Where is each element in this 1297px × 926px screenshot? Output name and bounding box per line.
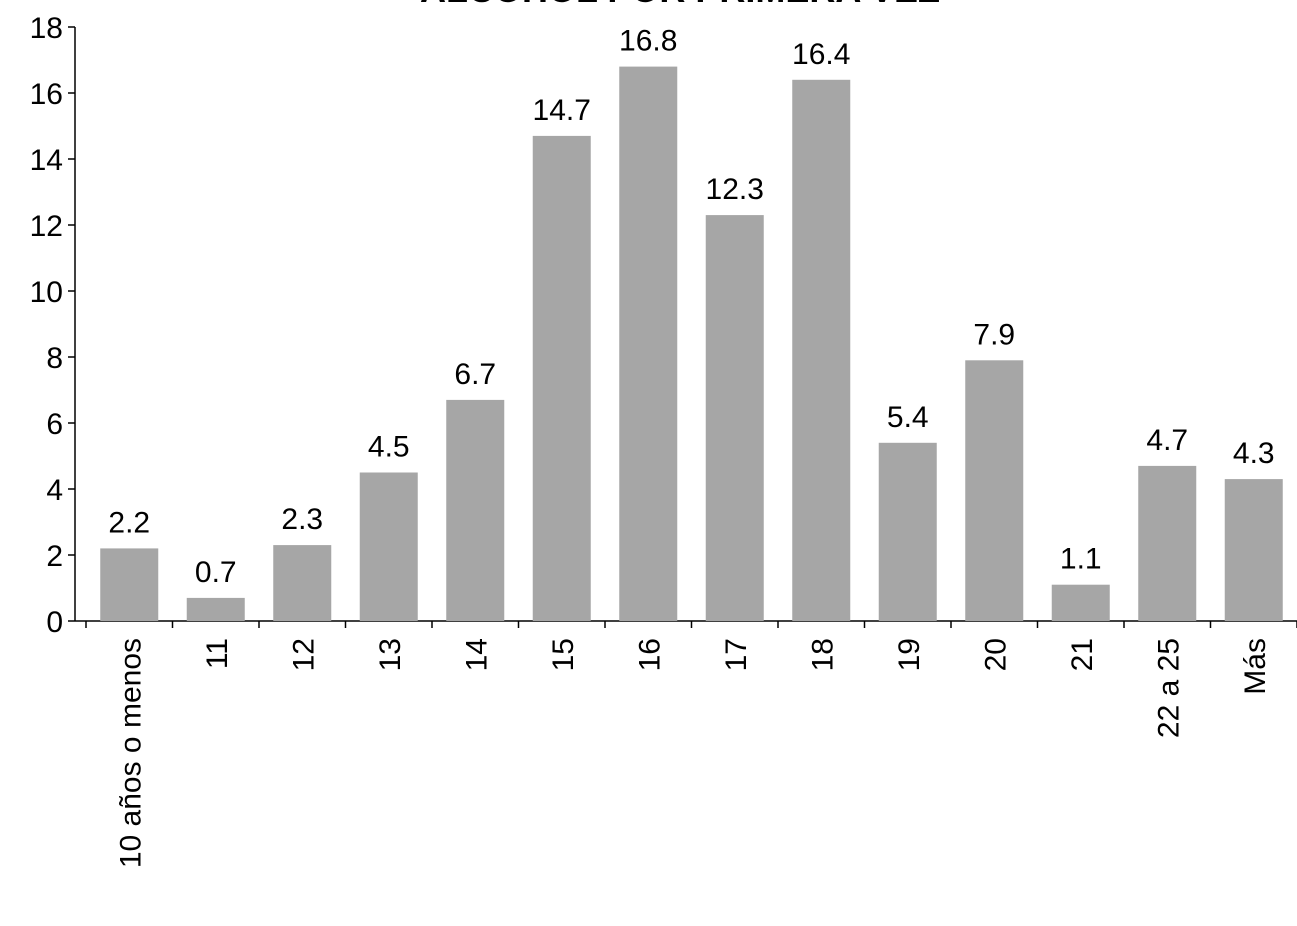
x-tick-label: 12 xyxy=(287,638,320,671)
bar xyxy=(792,79,851,622)
value-label: 4.3 xyxy=(1233,437,1275,470)
x-tick-label: 14 xyxy=(460,638,493,671)
value-label: 6.7 xyxy=(454,358,496,391)
bar xyxy=(1138,465,1197,621)
x-tick-label: 13 xyxy=(374,638,407,671)
x-tick-label: 16 xyxy=(633,638,666,671)
value-label: 2.3 xyxy=(281,503,323,536)
bar xyxy=(186,597,245,621)
bar xyxy=(446,399,505,621)
value-label: 7.9 xyxy=(973,318,1015,351)
x-tick-label: 11 xyxy=(201,638,234,669)
x-tick-label: 15 xyxy=(547,638,580,671)
value-label: 0.7 xyxy=(195,556,237,589)
value-label: 1.1 xyxy=(1060,543,1102,576)
y-tick-label: 4 xyxy=(46,474,63,507)
bar xyxy=(273,545,332,621)
bar xyxy=(965,360,1024,621)
y-tick-label: 18 xyxy=(30,12,63,45)
x-tick-label: 21 xyxy=(1066,638,1099,671)
x-tick-label: 10 años o menos xyxy=(114,638,147,868)
bar xyxy=(1224,479,1283,621)
x-tick-label: 20 xyxy=(979,638,1012,671)
value-label: 12.3 xyxy=(706,173,764,206)
y-tick-label: 6 xyxy=(46,408,63,441)
value-label: 5.4 xyxy=(887,401,929,434)
value-label: 2.2 xyxy=(108,506,150,539)
y-tick-label: 0 xyxy=(46,606,63,639)
bar xyxy=(619,66,678,622)
bar xyxy=(359,472,418,621)
value-label: 16.8 xyxy=(619,25,677,58)
x-tick-label: Más xyxy=(1239,638,1272,695)
x-tick-label: 22 a 25 xyxy=(1152,638,1185,738)
y-tick-label: 14 xyxy=(30,144,63,177)
bar xyxy=(100,548,159,621)
bar xyxy=(878,442,937,621)
value-label: 14.7 xyxy=(533,94,591,127)
value-label: 4.7 xyxy=(1146,424,1188,457)
y-tick-label: 2 xyxy=(46,540,63,573)
y-tick-label: 16 xyxy=(30,78,63,111)
value-label: 16.4 xyxy=(792,38,850,71)
y-tick-label: 8 xyxy=(46,342,63,375)
bar xyxy=(705,215,764,621)
x-tick-label: 19 xyxy=(893,638,926,671)
value-label: 4.5 xyxy=(368,431,410,464)
y-tick-label: 12 xyxy=(30,210,63,243)
y-tick-label: 10 xyxy=(30,276,63,309)
bar xyxy=(532,135,591,621)
chart-title: ALCOHOL POR PRIMERA VEZ xyxy=(420,0,940,10)
bar xyxy=(1051,584,1110,621)
x-tick-label: 17 xyxy=(720,638,753,671)
x-tick-label: 18 xyxy=(806,638,839,671)
